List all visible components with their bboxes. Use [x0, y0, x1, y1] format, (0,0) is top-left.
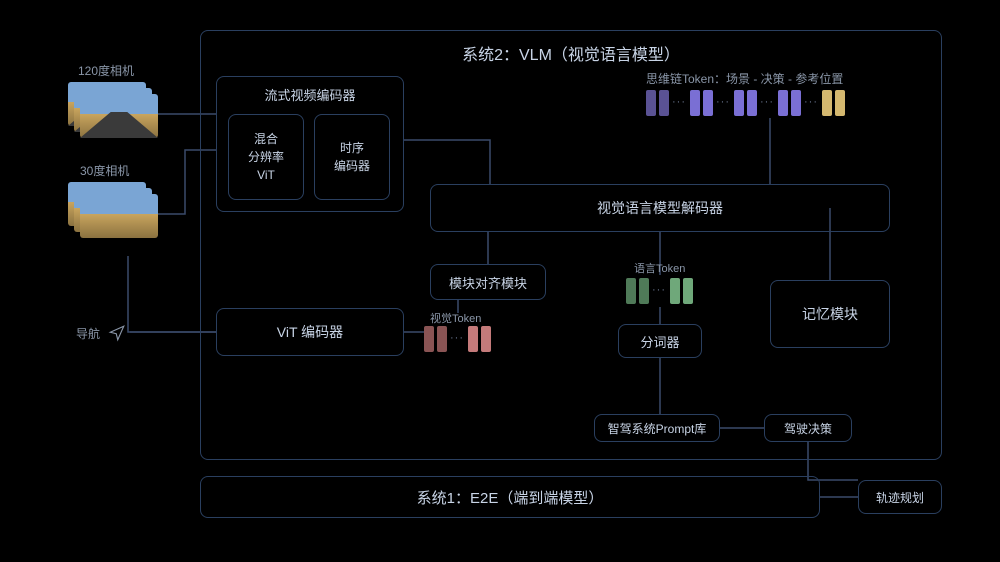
streaming-encoder-sub1: 混合 分辨率 ViT	[228, 114, 304, 200]
system2-title: 系统2：VLM（视觉语言模型）	[462, 41, 680, 65]
vit-encoder: ViT 编码器	[216, 308, 404, 356]
nav-icon	[108, 324, 126, 342]
tokenizer: 分词器	[618, 324, 702, 358]
driving-decision: 驾驶决策	[764, 414, 852, 442]
nav-label: 导航	[76, 325, 100, 342]
camera120-label: 120度相机	[78, 62, 134, 79]
language-token-label: 语言Token	[634, 260, 685, 276]
system1-container: 系统1：E2E（端到端模型）	[200, 476, 820, 518]
memory-module: 记忆模块	[770, 280, 890, 348]
streaming-encoder-sub2: 时序 编码器	[314, 114, 390, 200]
streaming-encoder-title: 流式视频编码器	[264, 85, 355, 104]
system1-title: 系统1：E2E（端到端模型）	[417, 487, 604, 508]
prompt-lib: 智驾系统Prompt库	[594, 414, 720, 442]
align-module: 模块对齐模块	[430, 264, 546, 300]
trajectory-planning: 轨迹规划	[858, 480, 942, 514]
camera30-label: 30度相机	[80, 162, 129, 179]
cot-label: 思维链Token：场景 - 决策 - 参考位置	[646, 70, 843, 87]
decoder: 视觉语言模型解码器	[430, 184, 890, 232]
visual-token-label: 视觉Token	[430, 310, 481, 326]
